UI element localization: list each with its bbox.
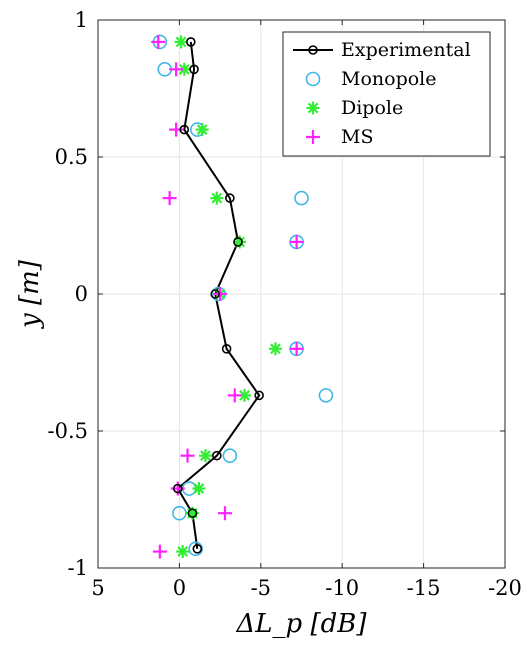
- legend-box: [282, 31, 491, 157]
- point-experimental: [192, 544, 203, 554]
- legend-marker-monopole: [305, 71, 321, 87]
- point-monopole: [188, 541, 203, 557]
- point-experimental: [172, 483, 183, 494]
- x-axis-title: ΔL_p [dB]: [236, 609, 368, 639]
- point-experimental: [225, 193, 235, 203]
- x-tick-label: -5: [251, 576, 271, 600]
- point-ms: [227, 388, 242, 403]
- x-tick-label: 5: [91, 576, 104, 600]
- point-dipole: [174, 35, 188, 49]
- point-experimental: [187, 508, 198, 519]
- point-dipole: [198, 449, 212, 463]
- y-tick-label: 1: [75, 8, 88, 32]
- legend-marker-experimental: [308, 45, 318, 55]
- point-experimental: [210, 289, 221, 299]
- legend-label-experimental: Experimental: [341, 39, 471, 61]
- point-ms: [180, 448, 195, 463]
- point-ms: [151, 34, 166, 49]
- legend-label-monopole: Monopole: [341, 68, 437, 90]
- point-dipole: [176, 545, 190, 559]
- legend-label-dipole: Dipole: [341, 97, 403, 119]
- point-experimental: [254, 390, 264, 401]
- axes-box: [97, 19, 506, 569]
- x-tick-label: -15: [407, 576, 441, 600]
- point-dipole: [233, 235, 247, 249]
- x-tick-label: 0: [173, 576, 186, 600]
- x-tick-label: -10: [325, 576, 359, 600]
- y-tick-label: 0.5: [55, 145, 88, 169]
- point-dipole: [195, 123, 209, 137]
- point-experimental: [179, 124, 190, 135]
- point-dipole: [268, 342, 282, 356]
- point-monopole: [294, 190, 309, 206]
- point-ms: [289, 234, 304, 249]
- point-experimental: [221, 343, 232, 354]
- point-ms: [217, 506, 232, 521]
- point-experimental: [189, 64, 199, 75]
- y-tick-label: -1: [68, 556, 88, 580]
- y-axis-title: y [m]: [15, 259, 45, 329]
- point-monopole: [318, 388, 334, 403]
- point-dipole: [210, 191, 224, 205]
- point-monopole: [222, 448, 238, 463]
- y-tick-label: -0.5: [48, 419, 89, 443]
- point-experimental: [233, 237, 243, 247]
- point-monopole: [172, 505, 187, 521]
- point-ms: [152, 544, 167, 559]
- legend-label-ms: MS: [341, 126, 373, 148]
- point-ms: [289, 341, 304, 356]
- point-ms: [162, 191, 177, 206]
- y-tick-label: 0: [75, 282, 88, 306]
- legend-marker-dipole: [306, 101, 320, 115]
- point-dipole: [192, 482, 206, 496]
- point-experimental: [185, 37, 196, 47]
- legend-marker-ms: [306, 130, 320, 144]
- point-experimental: [212, 450, 222, 461]
- x-tick-label: -20: [488, 576, 522, 600]
- point-ms: [213, 287, 228, 301]
- point-ms: [169, 62, 184, 77]
